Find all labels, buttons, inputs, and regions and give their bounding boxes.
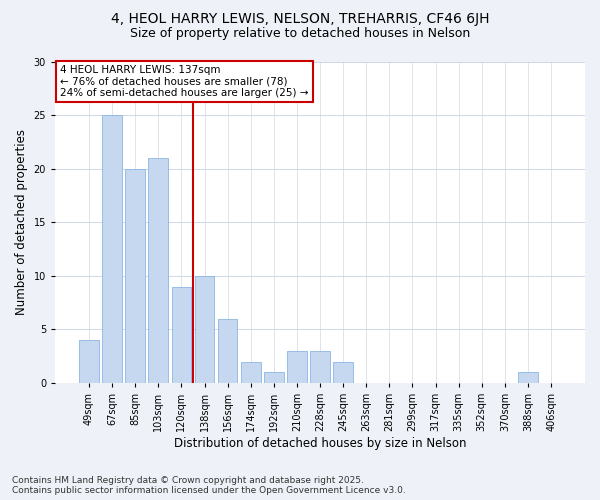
Bar	[518, 372, 538, 383]
Bar	[172, 286, 191, 383]
X-axis label: Distribution of detached houses by size in Nelson: Distribution of detached houses by size …	[174, 437, 466, 450]
Bar	[79, 340, 99, 383]
Bar	[264, 372, 284, 383]
Bar	[194, 276, 214, 383]
Text: Size of property relative to detached houses in Nelson: Size of property relative to detached ho…	[130, 28, 470, 40]
Bar	[241, 362, 260, 383]
Bar	[102, 115, 122, 383]
Text: 4 HEOL HARRY LEWIS: 137sqm
← 76% of detached houses are smaller (78)
24% of semi: 4 HEOL HARRY LEWIS: 137sqm ← 76% of deta…	[61, 64, 309, 98]
Bar	[287, 351, 307, 383]
Bar	[334, 362, 353, 383]
Bar	[148, 158, 168, 383]
Bar	[218, 318, 238, 383]
Bar	[125, 168, 145, 383]
Bar	[310, 351, 330, 383]
Y-axis label: Number of detached properties: Number of detached properties	[15, 130, 28, 316]
Text: 4, HEOL HARRY LEWIS, NELSON, TREHARRIS, CF46 6JH: 4, HEOL HARRY LEWIS, NELSON, TREHARRIS, …	[111, 12, 489, 26]
Text: Contains HM Land Registry data © Crown copyright and database right 2025.
Contai: Contains HM Land Registry data © Crown c…	[12, 476, 406, 495]
